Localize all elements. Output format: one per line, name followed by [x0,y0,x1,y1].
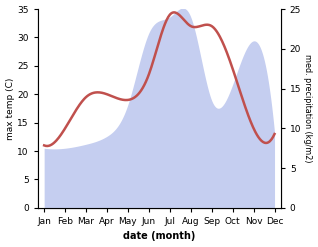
Y-axis label: med. precipitation (kg/m2): med. precipitation (kg/m2) [303,54,313,163]
X-axis label: date (month): date (month) [123,231,196,242]
Y-axis label: max temp (C): max temp (C) [5,77,15,140]
